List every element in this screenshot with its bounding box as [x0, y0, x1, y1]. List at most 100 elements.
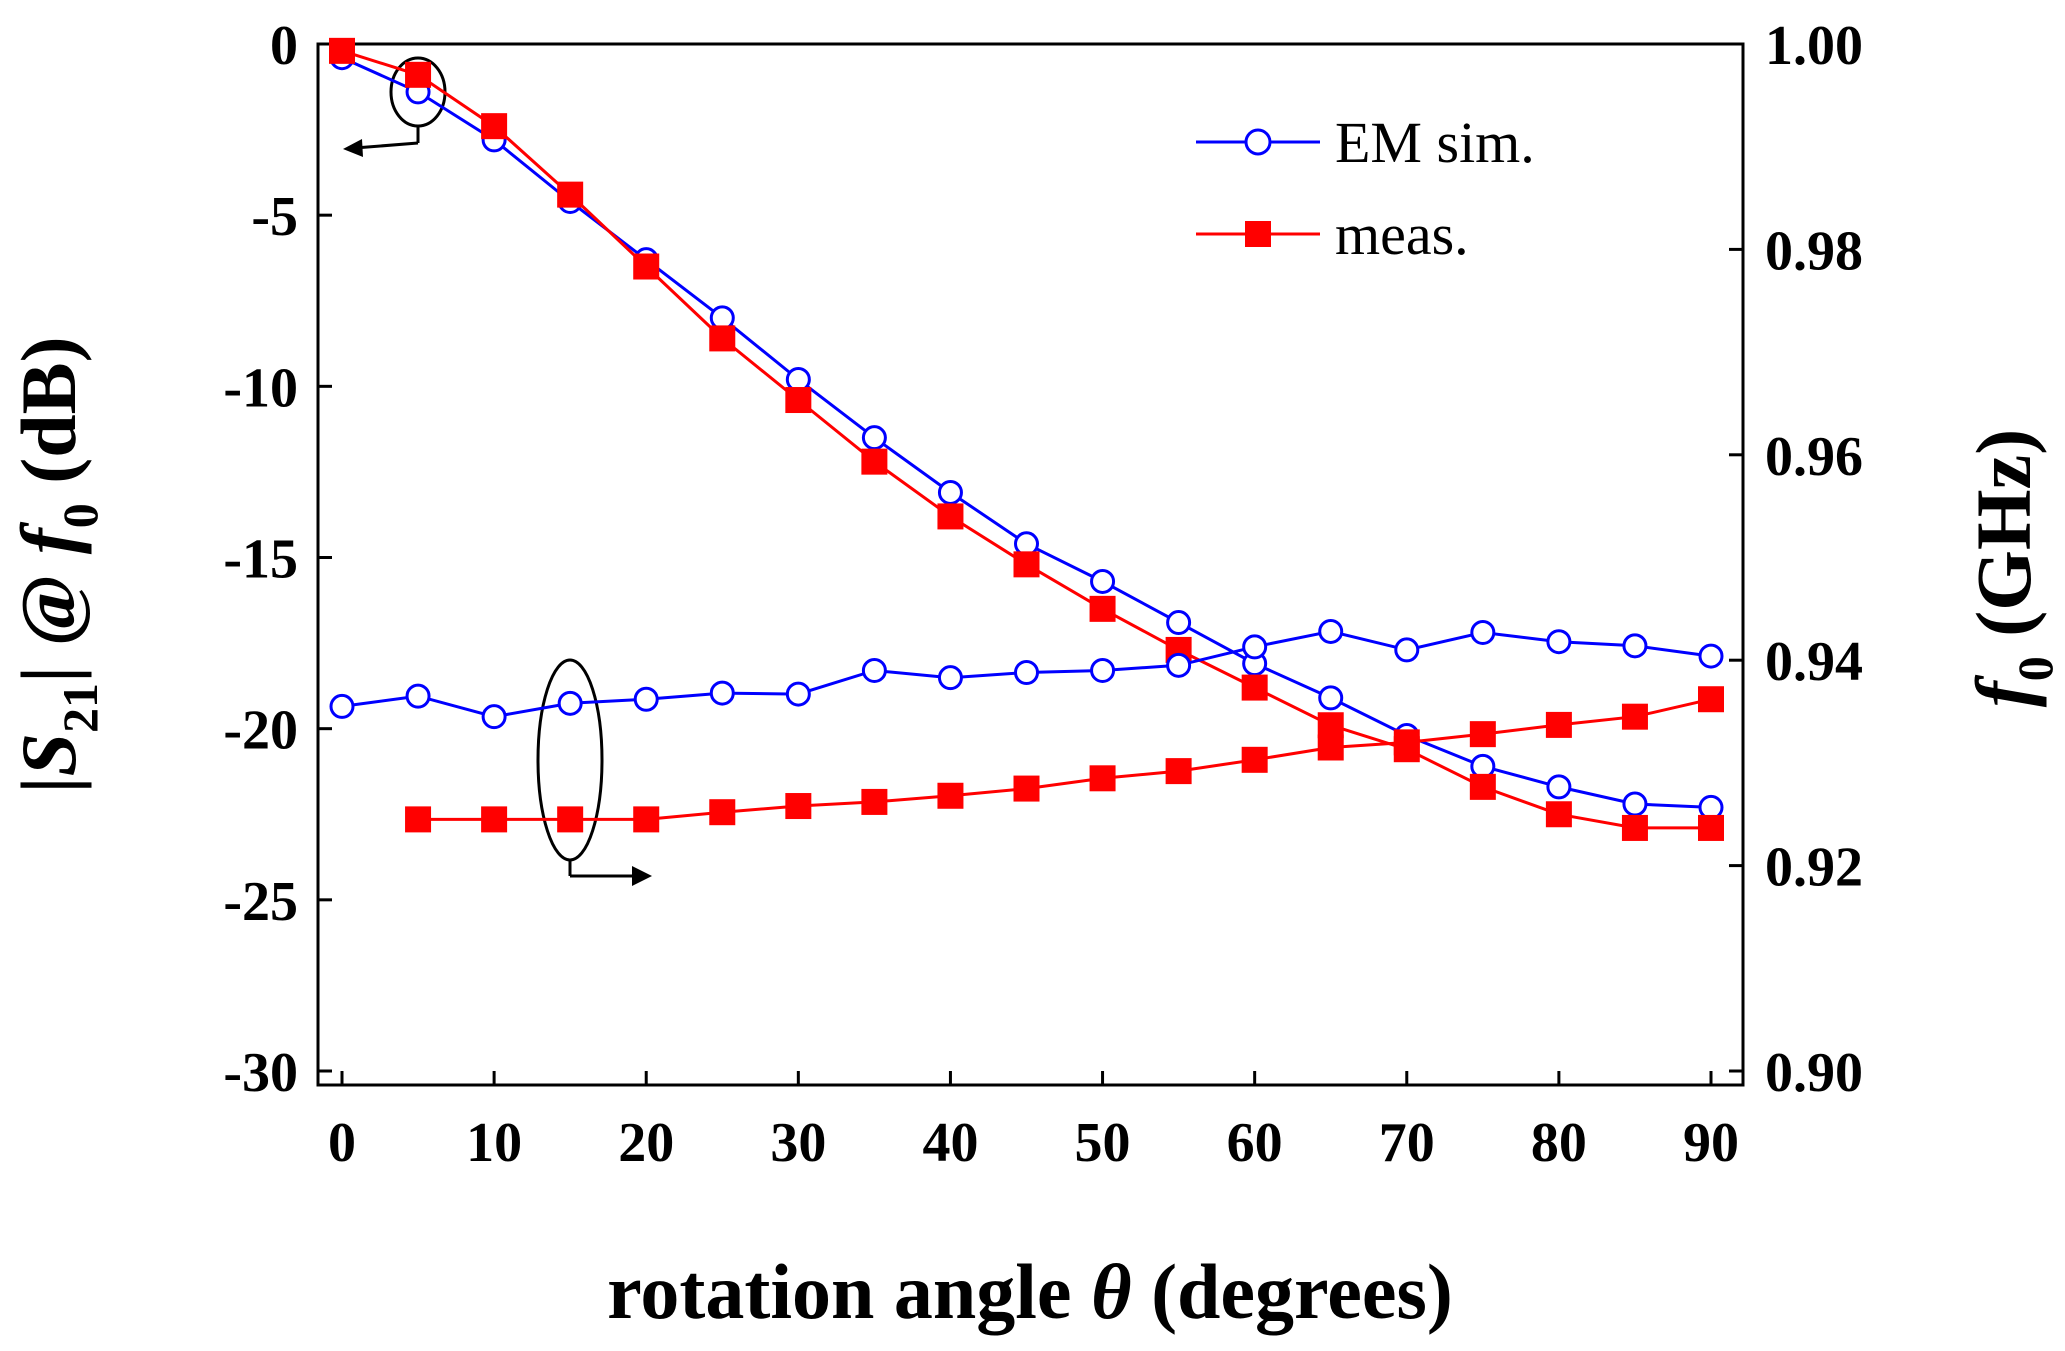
data-point: [861, 448, 888, 475]
series: [329, 37, 1724, 841]
data-point: [1698, 814, 1724, 841]
data-point: [1166, 610, 1192, 636]
data-point: [1241, 674, 1268, 701]
left-axis-arrow: [354, 141, 419, 150]
data-point: [1545, 711, 1572, 738]
series-right-3: [405, 686, 1724, 833]
data-point: [1622, 791, 1648, 817]
data-point: [557, 690, 583, 716]
y-right-axis-title: f0 (GHz): [1960, 429, 2063, 707]
x-tick-label: 0: [328, 1112, 356, 1174]
data-point: [481, 704, 507, 730]
y-left-tick-label: -20: [223, 700, 298, 762]
data-point: [785, 793, 812, 820]
data-point: [937, 479, 963, 505]
y-left-tick-label: 0: [270, 15, 298, 77]
x-tick-label: 60: [1227, 1112, 1283, 1174]
data-point: [405, 683, 431, 709]
legend-label: EM sim.: [1335, 110, 1535, 175]
data-point: [1621, 703, 1648, 730]
data-point: [1318, 618, 1344, 644]
series-left-1: [329, 37, 1724, 841]
data-point: [1393, 729, 1420, 756]
data-point: [1317, 734, 1344, 761]
data-point: [1318, 685, 1344, 711]
data-point: [1090, 657, 1116, 683]
axes: 0 10 20 30 40 50 60 70 80 90 0 -5 -10 -15 -20 -25 -30 1.0…: [223, 15, 1863, 1174]
y-right-tick-label: 0.98: [1765, 220, 1863, 282]
axis-titles: rotation angle θ (degrees) |S21| @ f0 (dB…: [5, 336, 2063, 1335]
y-right-tick-label: 0.90: [1765, 1042, 1863, 1104]
data-point: [937, 503, 964, 530]
data-point: [1622, 633, 1648, 659]
data-point: [1469, 721, 1496, 748]
data-point: [1545, 801, 1572, 828]
legend: EM sim. meas.: [1196, 110, 1535, 267]
data-point: [1014, 660, 1039, 686]
data-point: [1165, 758, 1192, 785]
data-point: [557, 806, 584, 833]
data-point: [1089, 595, 1116, 622]
data-point: [557, 181, 584, 208]
x-axis-title: rotation angle θ (degrees): [607, 1248, 1453, 1335]
legend-item: EM sim.: [1196, 110, 1535, 175]
legend-marker: [1244, 128, 1272, 156]
data-point: [1166, 652, 1192, 678]
data-point: [785, 387, 812, 414]
data-point: [709, 680, 735, 706]
series-line: [418, 697, 1712, 821]
x-tick-label: 20: [618, 1112, 674, 1174]
series-right-2: [329, 618, 1724, 730]
y-right-tick-label: 1.00: [1765, 15, 1863, 77]
legend-marker: [1245, 221, 1271, 247]
data-point: [633, 806, 660, 833]
data-point: [1546, 629, 1572, 655]
x-tick-label: 70: [1379, 1112, 1435, 1174]
data-point: [329, 37, 355, 64]
data-point: [861, 425, 887, 451]
y-left-axis-title: |S21| @ f0 (dB): [5, 336, 108, 793]
data-point: [1394, 637, 1420, 663]
x-tick-label: 30: [770, 1112, 826, 1174]
legend-label: meas.: [1335, 202, 1469, 267]
data-point: [1698, 643, 1724, 669]
plot-frame: [316, 42, 1745, 1087]
data-point: [633, 686, 659, 712]
data-point: [1241, 746, 1268, 773]
data-point: [937, 665, 963, 691]
left-axis-arrowhead: [343, 139, 363, 157]
data-point: [1469, 773, 1496, 800]
x-tick-label: 10: [466, 1112, 522, 1174]
right-axis-arrowhead: [632, 866, 652, 886]
y-left-tick-label: -30: [223, 1042, 298, 1104]
data-point: [1621, 814, 1648, 841]
y-left-tick-label: -5: [251, 186, 298, 248]
data-point: [329, 693, 355, 719]
data-point: [1546, 774, 1572, 800]
data-point: [709, 799, 736, 826]
x-tick-label: 50: [1075, 1112, 1131, 1174]
data-point: [1089, 765, 1116, 792]
data-point: [1470, 619, 1496, 645]
axis-annotations: [343, 56, 652, 886]
y-left-tick-label: -15: [223, 529, 298, 591]
x-tick-label: 80: [1531, 1112, 1587, 1174]
data-point: [785, 681, 811, 707]
data-point: [481, 113, 508, 140]
data-point: [481, 806, 508, 833]
data-point: [1317, 712, 1344, 739]
legend-item: meas.: [1196, 202, 1469, 267]
data-point: [1242, 634, 1268, 660]
data-point: [861, 657, 887, 683]
x-tick-label: 40: [922, 1112, 978, 1174]
data-point: [405, 806, 432, 833]
y-left-tick-label: -25: [223, 871, 298, 933]
data-point: [405, 61, 432, 88]
data-point: [633, 253, 660, 280]
data-point: [937, 782, 964, 809]
data-point: [1090, 568, 1116, 594]
y-right-tick-label: 0.96: [1765, 426, 1863, 488]
x-tick-label: 90: [1683, 1112, 1739, 1174]
y-right-tick-label: 0.92: [1765, 837, 1863, 899]
